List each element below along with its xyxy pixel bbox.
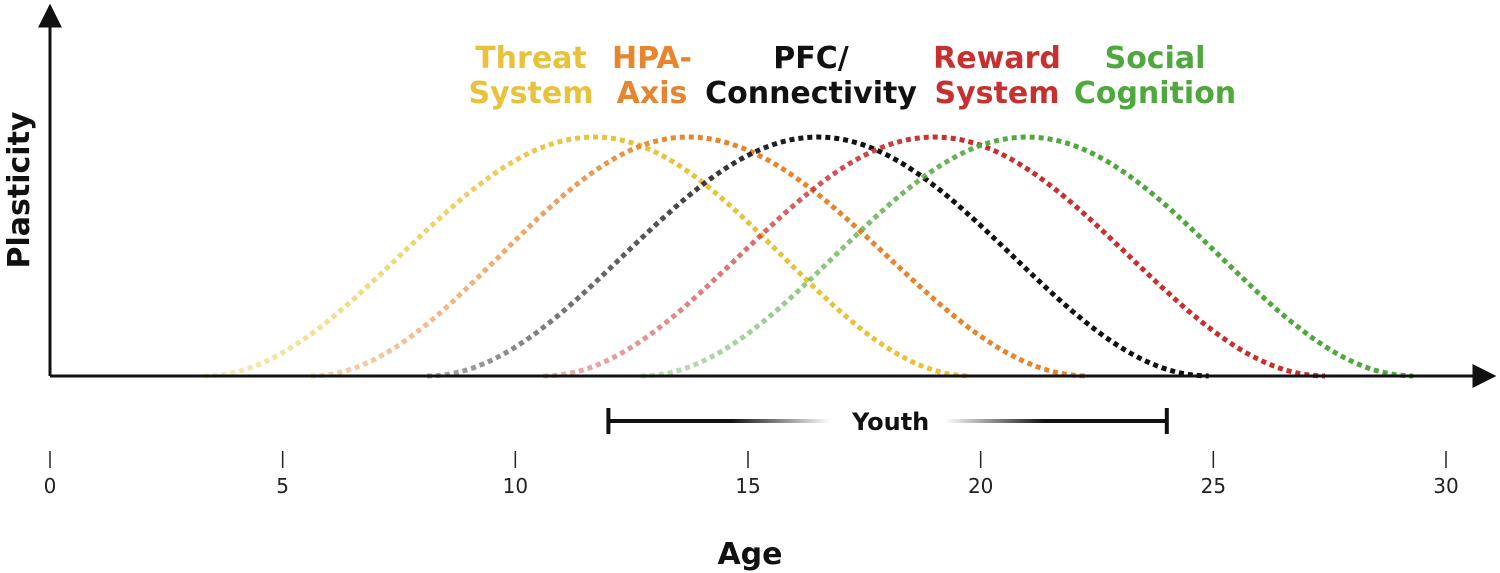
x-tick-label-5: 5	[276, 474, 289, 498]
series-label-2-line-0: PFC/	[773, 41, 848, 76]
series-label-3-line-1: System	[935, 76, 1060, 111]
youth-bracket: Youth	[606, 408, 1169, 436]
curve-hpa-axis	[310, 134, 1088, 379]
series-label-2-line-1: Connectivity	[705, 76, 917, 111]
series-label-1-line-0: HPA-	[612, 41, 692, 76]
y-axis-title: Plasticity	[2, 111, 37, 268]
curve-threat-system	[203, 134, 972, 379]
series-label-1-line-1: Axis	[617, 76, 688, 111]
series-label-3-line-0: Reward	[933, 41, 1061, 76]
youth-bracket-left-line	[608, 419, 831, 423]
x-tick-label-15: 15	[735, 474, 760, 498]
youth-bracket-right-line	[944, 419, 1167, 423]
youth-label: Youth	[851, 408, 929, 436]
x-axis-title: Age	[717, 537, 782, 572]
curve-social-cognition	[640, 134, 1414, 379]
series-label-0-line-0: Threat	[475, 41, 587, 76]
plasticity-curves	[203, 134, 1414, 379]
series-label-4-line-0: Social	[1105, 41, 1206, 76]
x-axis-ticks: 0 5 10 15 20 25 30	[44, 451, 1459, 498]
legend-labels: ThreatSystemHPA-AxisPFC/ConnectivityRewa…	[469, 41, 1237, 111]
curve-reward-system	[543, 134, 1326, 379]
x-tick-label-20: 20	[968, 474, 993, 498]
series-label-4-line-1: Cognition	[1074, 76, 1236, 111]
x-tick-label-10: 10	[503, 474, 528, 498]
x-tick-label-25: 25	[1201, 474, 1226, 498]
series-label-0-line-1: System	[469, 76, 594, 111]
x-tick-label-0: 0	[44, 474, 57, 498]
curve-pfc-connectivity	[426, 134, 1209, 379]
x-tick-label-30: 30	[1433, 474, 1458, 498]
